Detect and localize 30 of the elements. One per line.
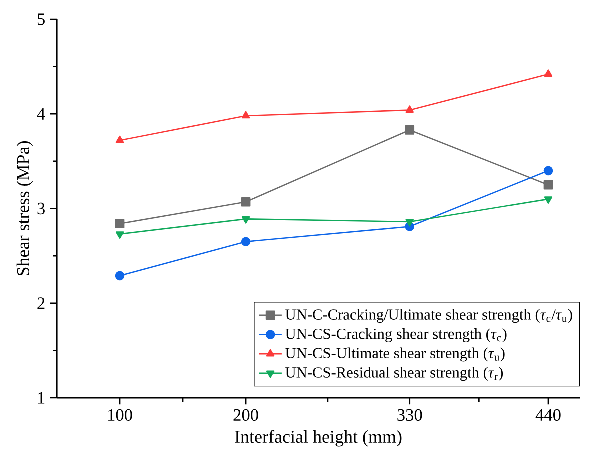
y-tick-label: 2 — [38, 298, 45, 310]
point — [544, 70, 553, 78]
y-tick-label: 1 — [38, 392, 45, 404]
x-tick-label: 330 — [398, 409, 422, 422]
point — [115, 271, 125, 281]
x-axis-title: Interfacial height (mm) — [235, 430, 402, 447]
x-tick-label: 100 — [108, 409, 132, 422]
y-tick-label: 5 — [38, 14, 45, 26]
point — [406, 219, 414, 227]
point — [405, 126, 415, 135]
point — [544, 180, 554, 190]
point — [544, 196, 553, 204]
point — [241, 237, 251, 247]
y-tick-label: 3 — [38, 202, 45, 215]
point — [116, 136, 124, 144]
x-tick-label: 440 — [536, 409, 561, 422]
y-tick-label: 4 — [37, 108, 46, 120]
y-axis-title: Shear stress (MPa) — [16, 142, 34, 276]
legend-label: UN-C-Cracking/Ultimate shear strength (τ$_{c}$/τ$_{u}$) — [286, 309, 572, 324]
point — [242, 216, 250, 224]
point — [115, 219, 125, 229]
legend-label: UN-CS-Residual shear strength (τ$_{r}$) — [286, 367, 504, 382]
legend-label: UN-CS-Cracking shear strength (τ$_{c}$) — [286, 328, 507, 342]
point — [406, 106, 414, 114]
point — [242, 111, 250, 119]
point — [116, 232, 124, 239]
point — [544, 166, 554, 176]
legend-label: UN-CS-Ultimate shear strength (τ$_{u}$) — [286, 348, 505, 362]
x-tick-label: 200 — [234, 409, 258, 422]
point — [241, 197, 251, 207]
